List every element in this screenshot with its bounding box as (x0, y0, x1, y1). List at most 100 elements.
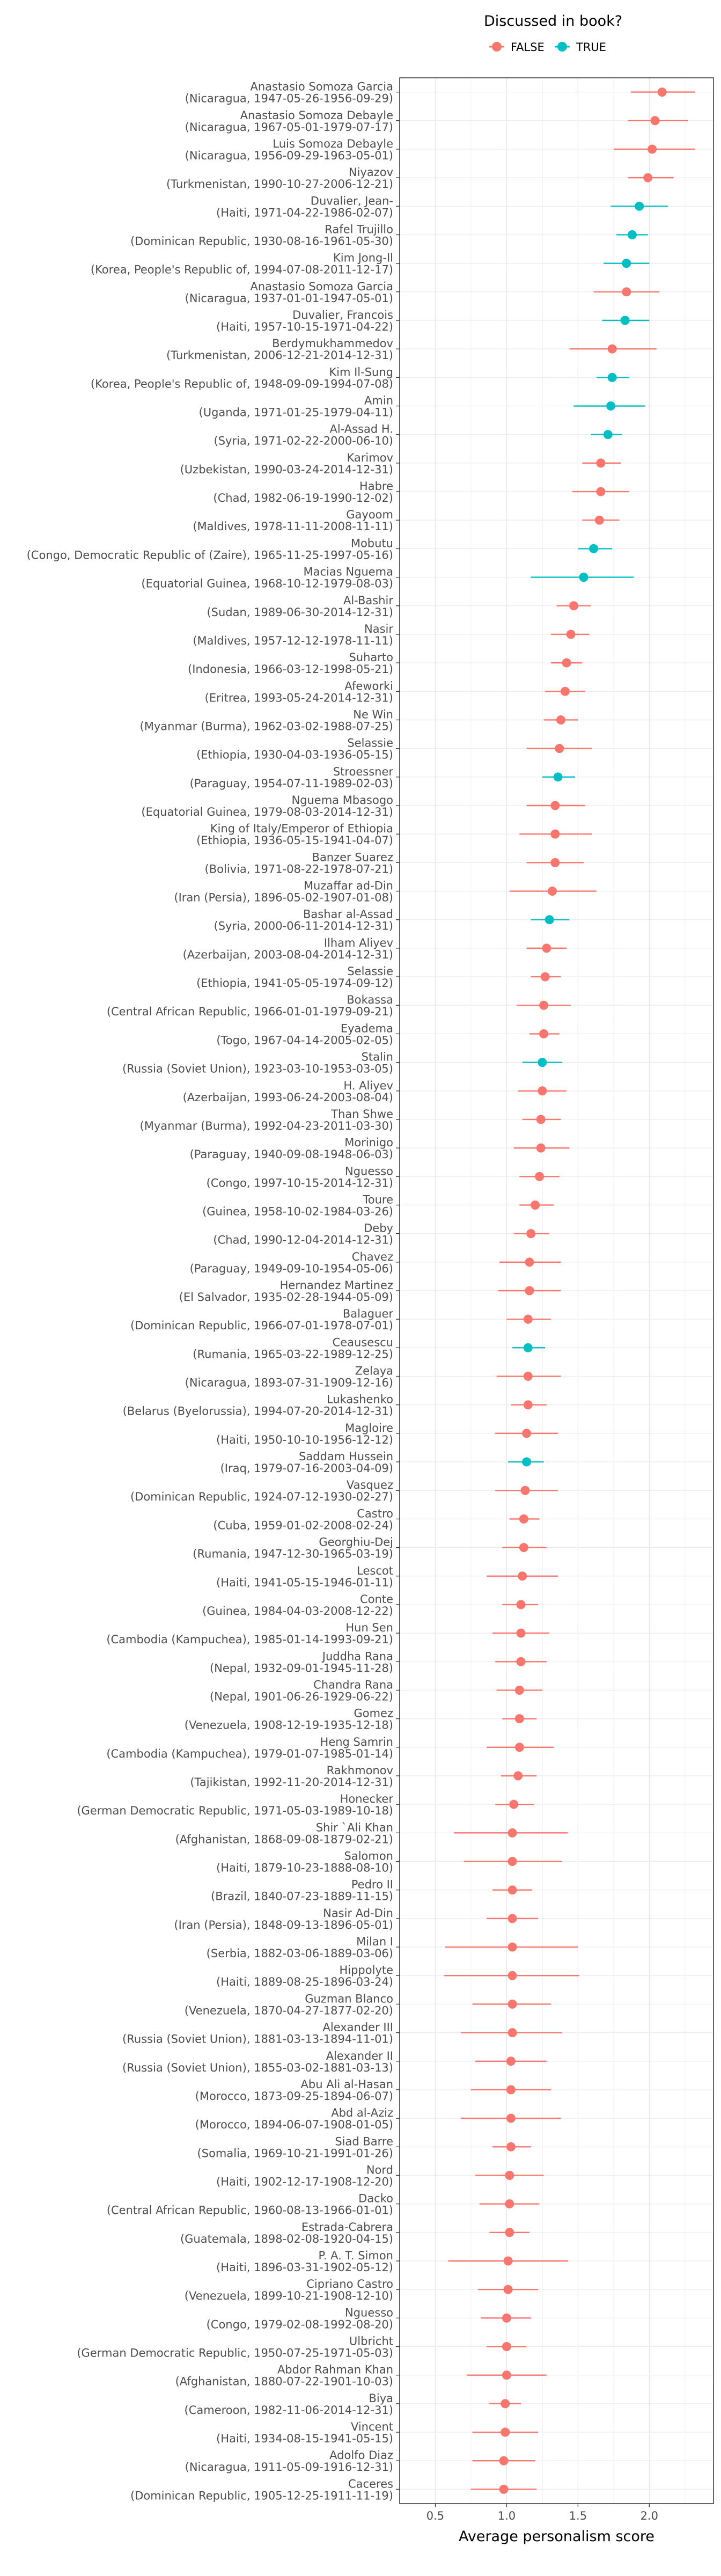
data-point (569, 601, 578, 611)
y-tick-label-detail: (Cuba, 1959-01-02-2008-02-24) (213, 1519, 393, 1532)
y-tick-label-detail: (Venezuela, 1870-04-27-1877-02-20) (185, 2004, 393, 2017)
y-tick-label-name: Abdor Rahman Khan (277, 2363, 393, 2376)
data-point (643, 173, 653, 182)
y-tick-label-name: Nguesso (345, 1165, 393, 1177)
y-tick-label-name: Eyadema (341, 1022, 393, 1035)
data-point (506, 2142, 516, 2151)
y-tick-label-name: Conte (360, 1593, 393, 1606)
data-point (539, 1029, 549, 1038)
data-marks (444, 87, 695, 2494)
x-axis-title: Average personalism score (459, 2528, 654, 2545)
y-tick-label-name: Ulbricht (349, 2335, 393, 2348)
y-tick-label-detail: (Nicaragua, 1967-05-01-1979-07-17) (185, 121, 393, 134)
y-tick-label-detail: (Dominican Republic, 1966-07-01-1978-07-… (130, 1319, 393, 1332)
y-tick-label-name: Adolfo Diaz (329, 2449, 393, 2462)
data-point (506, 2113, 516, 2123)
y-tick-label-name: Anastasio Somoza Debayle (240, 109, 393, 122)
y-tick-label-detail: (Afghanistan, 1880-07-22-1901-10-03) (175, 2375, 393, 2388)
y-tick-label-name: Kim Il-Sung (329, 365, 393, 378)
y-tick-label-name: Anastasio Somoza Garcia (251, 280, 394, 293)
y-tick-label-name: Guzman Blanco (305, 1992, 393, 2005)
data-point (606, 401, 616, 411)
data-point (503, 2285, 513, 2294)
legend-key-dot-true (557, 42, 567, 52)
y-tick-label-name: Siad Barre (335, 2135, 393, 2148)
y-tick-label-detail: (Central African Republic, 1966-01-01-19… (107, 1005, 393, 1018)
y-tick-label-detail: (Korea, People's Republic of, 1994-07-08… (91, 264, 393, 276)
y-tick-label-name: Than Shwe (330, 1108, 393, 1121)
y-tick-label-name: Karimov (347, 451, 393, 464)
y-tick-label-name: Chavez (352, 1250, 393, 1263)
y-tick-label-detail: (Ethiopia, 1930-04-03-1936-05-15) (196, 749, 393, 762)
y-tick-label-name: Duvalier, Jean- (311, 194, 393, 207)
y-tick-label-detail: (Dominican Republic, 1905-12-25-1911-11-… (130, 2489, 393, 2502)
data-point (522, 1457, 532, 1467)
y-tick-label-detail: (Dominican Republic, 1924-07-12-1930-02-… (130, 1490, 393, 1503)
data-point (507, 1828, 517, 1838)
y-tick-label-name: Mobutu (351, 537, 393, 550)
y-tick-label-detail: (German Democratic Republic, 1971-05-03-… (77, 1804, 393, 1817)
data-point (548, 887, 557, 896)
y-tick-label-detail: (Maldives, 1957-12-12-1978-11-11) (193, 634, 393, 647)
y-tick-label-detail: (Haiti, 1889-08-25-1896-03-24) (216, 1975, 393, 1988)
y-tick-label-name: Estrada-Cabrera (301, 2221, 393, 2234)
data-point (553, 772, 563, 782)
legend-entry-false: FALSE (489, 41, 545, 54)
x-tick-label: 1.5 (569, 2509, 587, 2522)
legend-label-false: FALSE (511, 41, 545, 54)
y-tick-label-name: Milan I (356, 1935, 393, 1948)
data-point (560, 686, 570, 696)
y-tick-label-detail: (Haiti, 1941-05-15-1946-01-11) (216, 1576, 393, 1589)
y-tick-label-name: Alexander III (323, 2021, 394, 2034)
data-point (523, 1314, 533, 1324)
data-point (539, 1000, 549, 1010)
y-tick-label-detail: (Brazil, 1840-07-23-1889-11-15) (211, 1890, 393, 1903)
data-point (505, 2199, 514, 2209)
data-point (506, 2085, 516, 2095)
panel-border (399, 77, 714, 2504)
x-tick-label: 2.0 (641, 2509, 658, 2522)
y-tick-label-name: Magloire (345, 1422, 393, 1435)
data-point (538, 1058, 547, 1067)
y-tick-label-detail: (Guinea, 1984-04-03-2008-12-22) (202, 1605, 393, 1618)
y-tick-label-detail: (Myanmar (Burma), 1992-04-23-2011-03-30) (140, 1119, 393, 1132)
data-point (596, 487, 606, 496)
data-point (526, 1229, 536, 1239)
data-point (507, 1971, 517, 1980)
data-point (506, 2057, 516, 2066)
data-point (518, 1571, 527, 1581)
y-tick-label-name: Rakhmonov (327, 1764, 393, 1777)
data-point (503, 2256, 513, 2266)
y-tick-label-name: Zelaya (355, 1365, 393, 1378)
y-tick-label-name: Honecker (340, 1792, 394, 1805)
data-point (519, 1543, 528, 1553)
data-point (507, 1914, 517, 1923)
y-tick-label-name: Anastasio Somoza Garcia (251, 80, 394, 93)
data-point (501, 2427, 510, 2437)
y-tick-label-detail: (Iran (Persia), 1896-05-02-1907-01-08) (174, 891, 393, 904)
data-point (523, 1343, 533, 1352)
y-tick-label-detail: (Azerbaijan, 1993-06-24-2003-08-04) (183, 1091, 393, 1104)
y-tick-label-detail: (Nicaragua, 1956-09-29-1963-05-01) (185, 149, 393, 162)
data-point (513, 1771, 523, 1781)
y-tick-label-detail: (Russia (Soviet Union), 1855-03-02-1881-… (122, 2061, 393, 2074)
y-tick-label-detail: (Indonesia, 1966-03-12-1998-05-21) (188, 663, 393, 676)
data-point (525, 1257, 534, 1267)
data-point (523, 1400, 533, 1410)
y-tick-label-name: Vasquez (347, 1479, 393, 1491)
data-point (607, 344, 617, 354)
data-point (627, 230, 637, 239)
y-tick-label-detail: (Nicaragua, 1937-01-01-1947-05-01) (185, 292, 393, 305)
y-tick-label-detail: (Syria, 2000-06-11-2014-12-31) (214, 920, 394, 933)
data-point (502, 2370, 511, 2380)
data-point (499, 2456, 509, 2465)
grid (399, 78, 713, 2504)
y-tick-label-detail: (Somalia, 1969-10-21-1991-01-26) (197, 2147, 393, 2160)
y-tick-label-name: Stroessner (333, 765, 394, 778)
x-tick-label: 0.5 (426, 2509, 444, 2522)
data-point (538, 1086, 547, 1096)
y-tick-label-name: Cipriano Castro (306, 2278, 393, 2290)
data-point (516, 1628, 526, 1638)
data-point (603, 430, 613, 440)
y-tick-label-name: Abu Ali al-Hasan (301, 2078, 393, 2091)
